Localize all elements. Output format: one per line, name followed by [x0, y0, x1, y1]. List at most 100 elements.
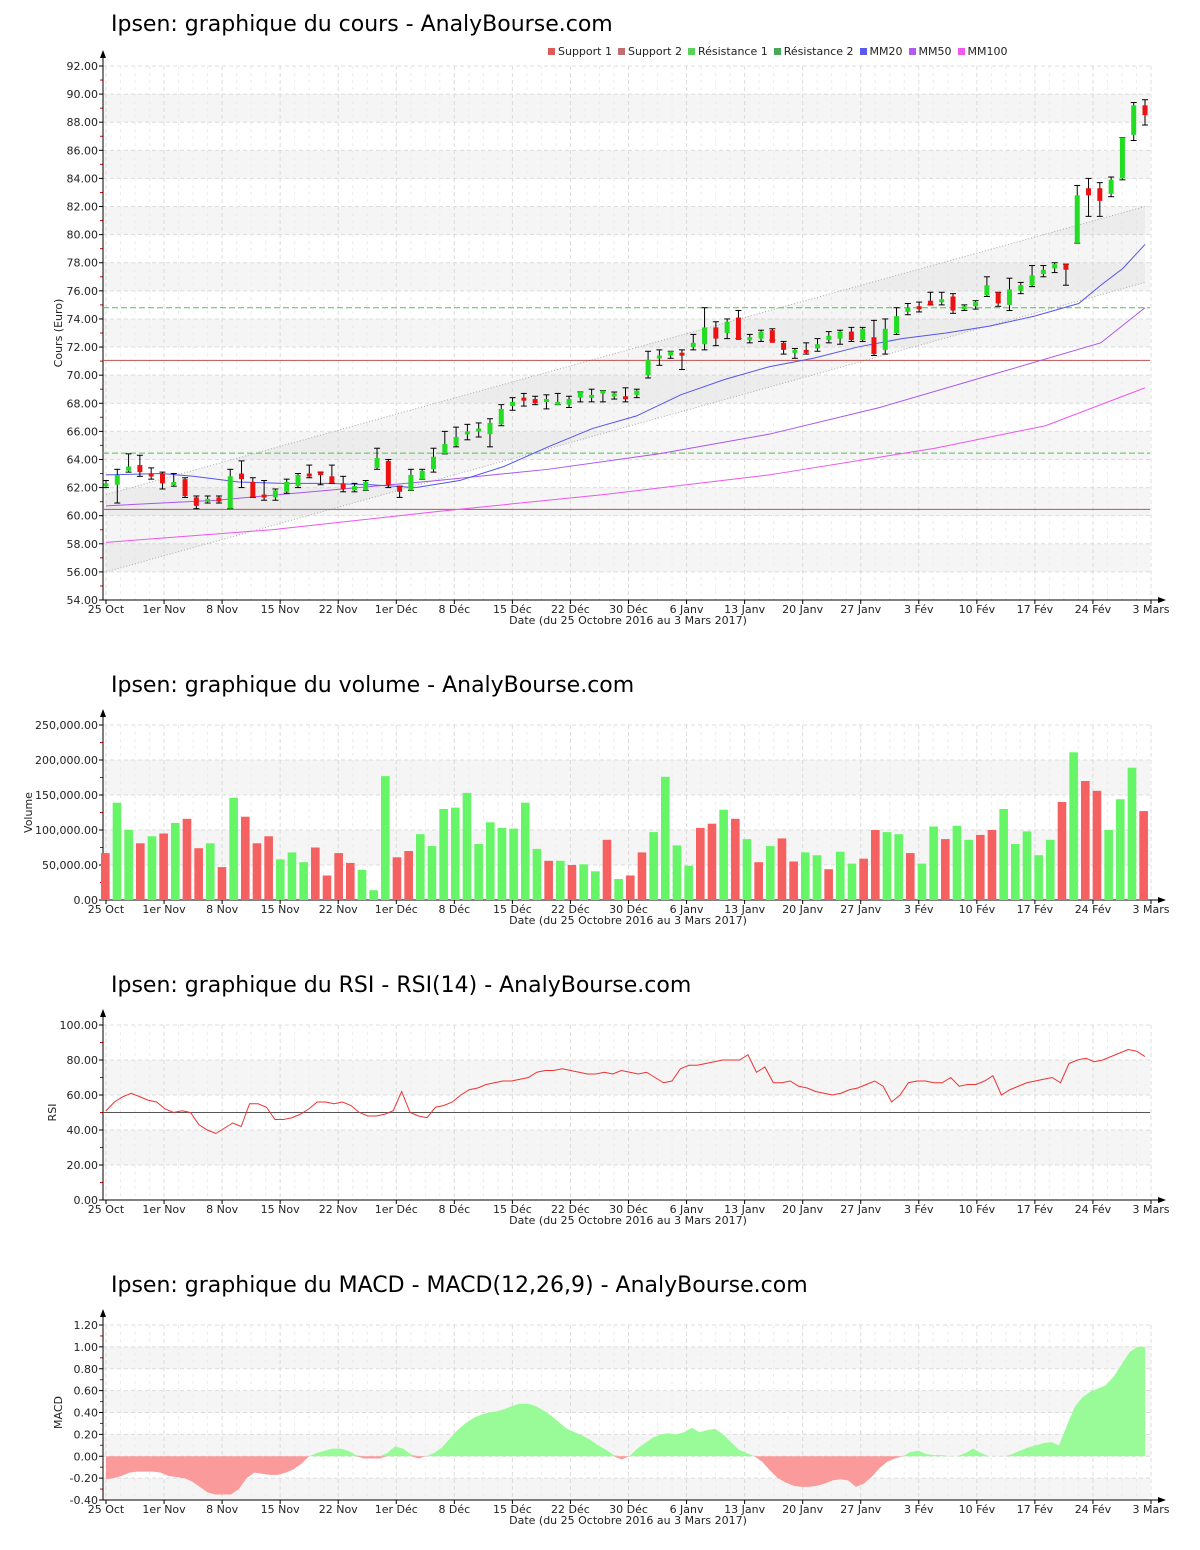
- svg-text:1er Nov: 1er Nov: [142, 603, 186, 616]
- svg-text:3 Mars: 3 Mars: [1133, 1203, 1170, 1216]
- svg-text:8 Nov: 8 Nov: [206, 603, 238, 616]
- svg-text:17 Fév: 17 Fév: [1017, 1503, 1054, 1516]
- candlestick: [995, 291, 1002, 307]
- volume-bar: [1081, 781, 1090, 900]
- svg-text:64.00: 64.00: [67, 453, 99, 466]
- volume-bar: [567, 865, 577, 900]
- volume-bar: [101, 853, 110, 900]
- candlestick: [837, 329, 844, 345]
- svg-text:88.00: 88.00: [67, 116, 99, 129]
- svg-text:80.00: 80.00: [67, 229, 99, 242]
- svg-text:3 Fév: 3 Fév: [904, 1203, 934, 1216]
- candlestick: [758, 329, 765, 342]
- volume-bar: [696, 827, 705, 900]
- volume-bar: [509, 828, 518, 900]
- svg-text:3 Fév: 3 Fév: [904, 903, 934, 916]
- volume-bar: [124, 830, 133, 900]
- svg-text:24 Fév: 24 Fév: [1075, 903, 1112, 916]
- volume-bar: [159, 833, 168, 900]
- candlestick: [125, 453, 132, 473]
- volume-bar: [311, 847, 320, 900]
- candlestick: [103, 480, 109, 489]
- candlestick: [1096, 182, 1103, 217]
- volume-bar: [917, 863, 927, 900]
- svg-text:30 Déc: 30 Déc: [609, 1203, 648, 1216]
- legend-item: MM50: [908, 45, 952, 58]
- svg-text:25 Oct: 25 Oct: [88, 1503, 125, 1516]
- price-legend: Support 1 Support 2 Résistance 1 Résistance…: [548, 45, 1007, 58]
- svg-text:17 Fév: 17 Fév: [1017, 903, 1054, 916]
- volume-bar: [112, 802, 122, 900]
- volume-bar: [136, 843, 145, 900]
- svg-text:Date (du 25 Octobre 2016 au 3: Date (du 25 Octobre 2016 au 3 Mars 2017): [509, 1514, 747, 1527]
- volume-bar: [766, 846, 775, 900]
- candlestick: [374, 447, 381, 470]
- svg-text:15 Nov: 15 Nov: [261, 1203, 300, 1216]
- svg-text:1er Déc: 1er Déc: [375, 603, 418, 616]
- legend-swatch-icon: [548, 48, 555, 55]
- volume-bar: [1011, 844, 1020, 900]
- candlestick: [780, 340, 787, 355]
- svg-text:20 Janv: 20 Janv: [782, 903, 823, 916]
- candlestick: [159, 471, 166, 490]
- candlestick: [848, 326, 855, 342]
- svg-text:Date (du 25 Octobre 2016 au 3: Date (du 25 Octobre 2016 au 3 Mars 2017): [509, 614, 747, 627]
- candlestick: [724, 318, 731, 340]
- candlestick: [611, 391, 618, 400]
- svg-text:3 Fév: 3 Fév: [904, 1503, 934, 1516]
- rsi-chart-title: Ipsen: graphique du RSI - RSI(14) - Anal…: [111, 973, 692, 998]
- volume-bar: [754, 862, 763, 900]
- candlestick: [204, 495, 211, 504]
- candlestick: [1142, 99, 1148, 126]
- svg-text:1.00: 1.00: [74, 1341, 99, 1354]
- svg-text:20 Janv: 20 Janv: [782, 1203, 823, 1216]
- candlestick: [961, 304, 968, 312]
- svg-text:90.00: 90.00: [67, 88, 99, 101]
- macd-positive-area: [106, 1346, 1145, 1457]
- svg-text:15 Déc: 15 Déc: [493, 903, 532, 916]
- svg-text:74.00: 74.00: [67, 313, 99, 326]
- legend-swatch-icon: [617, 48, 625, 55]
- svg-text:3 Mars: 3 Mars: [1133, 603, 1170, 616]
- volume-bar: [976, 834, 985, 900]
- svg-text:40.00: 40.00: [67, 1124, 99, 1137]
- svg-text:3 Mars: 3 Mars: [1133, 903, 1170, 916]
- volume-bar: [742, 839, 752, 900]
- svg-text:27 Janv: 27 Janv: [840, 903, 881, 916]
- svg-text:68.00: 68.00: [67, 397, 99, 410]
- candlestick: [599, 390, 606, 403]
- candlestick: [215, 495, 222, 504]
- candlestick: [577, 391, 584, 403]
- candlestick: [486, 418, 493, 448]
- volume-bar: [812, 855, 822, 900]
- svg-text:8 Déc: 8 Déc: [438, 1203, 470, 1216]
- legend-item: Support 2: [617, 45, 682, 58]
- price-chart-title: Ipsen: graphique du cours - AnalyBourse.…: [111, 12, 613, 37]
- rsi-chart-plot: 0.00 20.00 40.00 60.00 80.00 100.00 25 Oct 1er …: [46, 1009, 1170, 1227]
- svg-text:Volume: Volume: [22, 792, 35, 833]
- svg-text:-0.20: -0.20: [70, 1472, 98, 1485]
- candlestick: [566, 395, 573, 408]
- candlestick: [983, 276, 990, 297]
- candlestick: [1119, 137, 1126, 181]
- legend-item: Résistance 2: [773, 45, 854, 58]
- svg-text:8 Nov: 8 Nov: [206, 1203, 238, 1216]
- candlestick: [498, 404, 505, 427]
- svg-text:0.00: 0.00: [74, 1450, 99, 1463]
- candlestick: [1062, 263, 1069, 286]
- candlestick: [340, 475, 347, 493]
- volume-bar: [1046, 839, 1055, 900]
- macd-negative-area: [106, 1456, 1145, 1495]
- candlestick: [622, 387, 629, 403]
- svg-text:150,000.00: 150,000.00: [35, 789, 98, 802]
- volume-bar: [777, 838, 787, 900]
- svg-text:-0.40: -0.40: [70, 1494, 98, 1507]
- svg-text:27 Janv: 27 Janv: [840, 1503, 881, 1516]
- volume-bar: [1092, 790, 1102, 900]
- candlestick: [385, 458, 392, 489]
- svg-text:54.00: 54.00: [67, 594, 99, 607]
- svg-text:22 Déc: 22 Déc: [551, 903, 590, 916]
- svg-text:22 Nov: 22 Nov: [319, 603, 358, 616]
- legend-label: Support 2: [627, 45, 682, 58]
- legend-item: Résistance 1: [687, 45, 768, 58]
